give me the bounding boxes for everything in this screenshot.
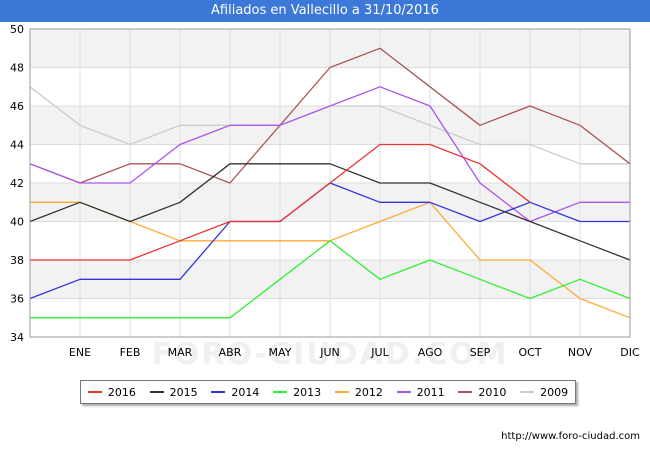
y-tick-label: 38 [10,254,24,267]
legend-label: 2016 [107,385,136,399]
x-tick-label: AGO [418,346,443,359]
chart-title: Afiliados en Vallecillo a 31/10/2016 [0,0,650,22]
series-line-2015 [29,163,631,261]
legend-label: 2014 [231,385,260,399]
legend-label: 2011 [416,385,445,399]
y-tick-label: 44 [10,139,24,152]
x-tick-label: DIC [620,346,640,359]
x-tick-label: ABR [219,346,242,359]
series-line-2010 [29,47,631,184]
legend-item-2013: 2013 [273,386,321,399]
x-tick-label: OCT [518,346,541,359]
legend-item-2015: 2015 [149,385,198,399]
y-tick-label: 46 [10,100,24,113]
x-tick-label: MAR [168,346,193,359]
x-tick-label: FEB [120,346,141,359]
line-chart: FORO-CIUDAD.COM 34 36 38 40 42 44 46 48 50 ENE FEB… [10,23,640,372]
legend-swatch [334,391,349,393]
legend-label: 2012 [354,385,383,399]
x-tick-label: SEP [470,346,491,359]
legend-item-2009: 2009 [520,386,568,399]
series-line-2016 [30,143,531,261]
footer-url: http://www.foro-ciudad.com [501,431,640,442]
legend-label: 2013 [293,385,322,399]
legend-swatch [87,391,102,393]
legend-swatch [149,391,164,393]
y-tick-label: 40 [10,216,24,229]
legend-item-2010: 2010 [458,386,506,399]
legend-item-2016: 2016 [87,385,136,399]
legend-swatch [273,391,288,393]
x-tick-label: JUN [319,346,340,359]
legend-swatch [396,391,411,393]
legend-item-2011: 2011 [396,385,445,399]
x-tick-label: NOV [568,346,593,359]
legend-item-2012: 2012 [334,385,383,399]
x-tick-label: MAY [269,346,292,359]
legend-item-2014: 2014 [211,386,259,399]
x-tick-label: ENE [69,346,91,359]
watermark: FORO-CIUDAD.COM [152,337,509,372]
plot-frame [29,28,631,338]
y-tick-label: 36 [10,293,24,306]
x-tick-label: JUL [370,346,389,359]
y-tick-label: 50 [10,23,24,36]
legend-label: 2010 [478,385,507,399]
legend-swatch [520,391,535,393]
y-tick-label: 48 [10,62,24,75]
legend-swatch [211,391,226,393]
series-line-2013 [30,240,631,319]
legend: 2016 2015 2014 2013 2012 2011 2010 2009 [80,380,576,404]
legend-swatch [458,391,473,393]
legend-label: 2015 [169,385,198,399]
y-tick-label: 42 [10,177,24,190]
legend-label: 2009 [540,385,569,399]
y-tick-label: 34 [10,331,24,344]
